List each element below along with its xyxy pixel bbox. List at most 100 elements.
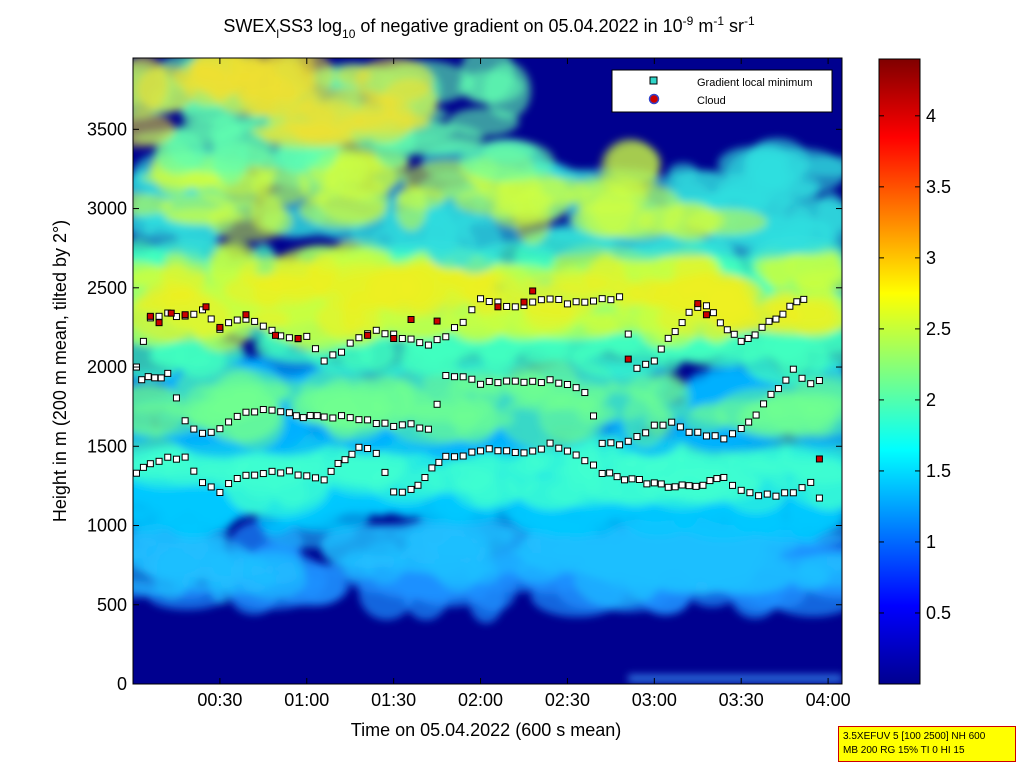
gradient-minimum-point [529,447,537,455]
gradient-minimum-point [730,330,738,338]
gradient-minimum-point [685,428,693,436]
info-line-1: 3.5XEFUV 5 [100 2500] NH 600 [843,731,986,742]
gradient-minimum-point [671,328,679,336]
gradient-minimum-point [720,435,728,443]
gradient-minimum-point [433,336,441,344]
cloud-point [155,319,163,327]
legend-label-minimum: Gradient local minimum [697,77,813,89]
gradient-minimum-point [572,384,580,392]
gradient-minimum-point [668,418,676,426]
heat-blob [395,184,427,231]
gradient-minimum-point [277,469,285,477]
gradient-minimum-point [216,488,224,496]
gradient-minimum-point [616,441,624,449]
heat-blob [491,197,543,229]
gradient-minimum-point [789,489,797,497]
gradient-minimum-point [745,418,753,426]
gradient-minimum-point [338,412,346,420]
heat-blob [459,139,555,182]
y-axis-ticks: 0 500 1000 1500 2000 2500 3000 3500 [87,119,842,694]
gradient-minimum-point [781,489,789,497]
gradient-minimum-point [207,315,215,323]
cloud-point [167,309,175,317]
gradient-minimum-point [242,471,250,479]
gradient-minimum-point [511,303,519,311]
gradient-minimum-point [621,476,629,484]
gradient-minimum-point [798,484,806,492]
gradient-minimum-point [815,377,823,385]
cloud-point [624,355,632,363]
colorbar [878,58,921,685]
gradient-minimum-point [555,295,563,303]
cloud-point [407,315,415,323]
gradient-minimum-point [233,412,241,420]
gradient-minimum-point [598,295,606,303]
heat-blob [133,111,176,148]
heat-blob [371,228,405,248]
gradient-minimum-point [520,378,528,386]
gradient-minimum-point [767,390,775,398]
gradient-minimum-point [529,377,537,385]
x-tick-label: 04:00 [806,690,851,710]
y-tick-label: 3000 [87,199,127,219]
y-tick-label: 2000 [87,357,127,377]
gradient-minimum-point [664,483,672,491]
gradient-minimum-point [181,417,189,425]
heat-blob [685,208,768,235]
heat-blob [385,389,478,446]
gradient-minimum-point [468,306,476,314]
heat-strip [628,674,842,683]
gradient-minimum-point [450,453,458,461]
gradient-minimum-point [133,469,140,477]
gradient-minimum-point [390,488,398,496]
gradient-minimum-point [664,334,672,342]
heat-blob [425,223,477,269]
info-box: 3.5XEFUV 5 [100 2500] NH 600 MB 200 RG 1… [838,726,1016,762]
gradient-minimum-point [650,357,658,365]
heat-blob [133,382,186,437]
gradient-minimum-point [642,429,650,437]
gradient-minimum-point [815,494,823,502]
gradient-minimum-point [355,443,363,451]
gradient-minimum-point [364,416,372,424]
info-line-2: MB 200 RG 15% TI 0 HI 15 [843,745,965,756]
gradient-minimum-point [313,412,321,420]
cloud-point [494,303,502,311]
gradient-minimum-point [294,471,302,479]
gradient-minimum-point [372,326,380,334]
gradient-minimum-point [511,448,519,456]
gradient-minimum-point [346,339,354,347]
heatmap-bands [133,58,842,683]
gradient-minimum-point [242,408,250,416]
cloud-point [271,331,279,339]
heat-blob [315,263,419,312]
gradient-minimum-point [729,481,737,489]
gradient-minimum-point [435,458,443,466]
gradient-minimum-point [744,334,752,342]
gradient-minimum-point [199,479,207,487]
gradient-minimum-point [442,452,450,460]
gradient-minimum-point [678,481,686,489]
gradient-minimum-point [635,475,643,483]
heat-blob [623,280,694,307]
gradient-minimum-point [306,412,314,420]
heat-blob [555,463,599,484]
x-tick-label: 01:30 [371,690,416,710]
gradient-minimum-point [572,298,580,306]
gradient-minimum-point [450,324,458,332]
gradient-minimum-point [590,412,598,420]
heat-blob [449,264,493,299]
gradient-minimum-point [334,459,342,467]
heat-blob [580,557,631,580]
y-tick-label: 1500 [87,436,127,456]
gradient-minimum-point [643,480,651,488]
cloud-point [694,300,702,308]
heat-blob [764,556,842,574]
heat-blob [212,125,249,186]
gradient-minimum-point [477,447,485,455]
gradient-minimum-point [348,450,356,458]
gradient-minimum-point [477,380,485,388]
cloud-point [529,287,537,295]
heat-blob [673,251,714,300]
gradient-minimum-point [503,377,511,385]
